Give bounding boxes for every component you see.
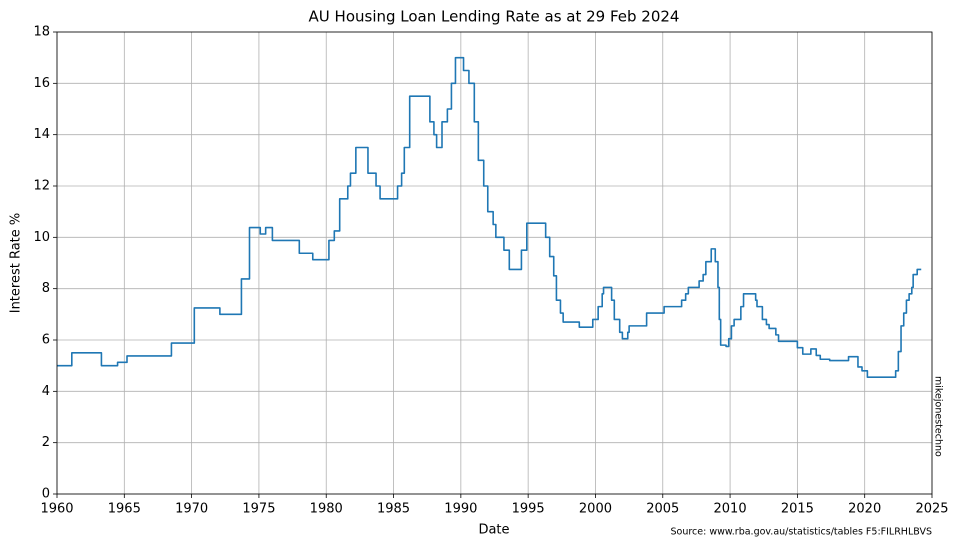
x-tick-label: 2010 — [714, 502, 747, 517]
y-tick-label: 8 — [42, 281, 50, 296]
x-tick-label: 1995 — [512, 502, 545, 517]
y-tick-label: 6 — [42, 333, 50, 348]
y-tick-label: 10 — [33, 230, 50, 245]
watermark: mikejonestechno — [933, 376, 944, 457]
y-tick-label: 18 — [33, 25, 50, 40]
plot-frame — [56, 31, 933, 495]
x-tick-label: 1980 — [310, 502, 343, 517]
x-tick-label: 1990 — [444, 502, 477, 517]
source-note: Source: www.rba.gov.au/statistics/tables… — [670, 527, 932, 538]
x-tick-label: 1975 — [242, 502, 275, 517]
y-tick-label: 12 — [33, 179, 50, 194]
y-axis-label: Interest Rate % — [9, 213, 24, 314]
x-tick-label: 2000 — [579, 502, 612, 517]
x-tick-label: 1970 — [175, 502, 208, 517]
y-tick-label: 4 — [42, 384, 50, 399]
x-tick-label: 2020 — [848, 502, 881, 517]
x-tick-label: 2015 — [781, 502, 814, 517]
x-tick-label: 1985 — [377, 502, 410, 517]
rate-line — [57, 56, 922, 379]
y-tick-label: 0 — [42, 487, 50, 502]
x-tick-label: 2005 — [646, 502, 679, 517]
y-tick-label: 2 — [42, 435, 50, 450]
x-axis-label: Date — [478, 523, 509, 538]
y-tick-label: 16 — [33, 76, 50, 91]
x-tick-label: 2025 — [915, 502, 948, 517]
y-tick-label: 14 — [33, 127, 50, 142]
x-tick-label: 1965 — [108, 502, 141, 517]
x-tick-label: 1960 — [40, 502, 73, 517]
chart-title: AU Housing Loan Lending Rate as at 29 Fe… — [309, 8, 680, 26]
